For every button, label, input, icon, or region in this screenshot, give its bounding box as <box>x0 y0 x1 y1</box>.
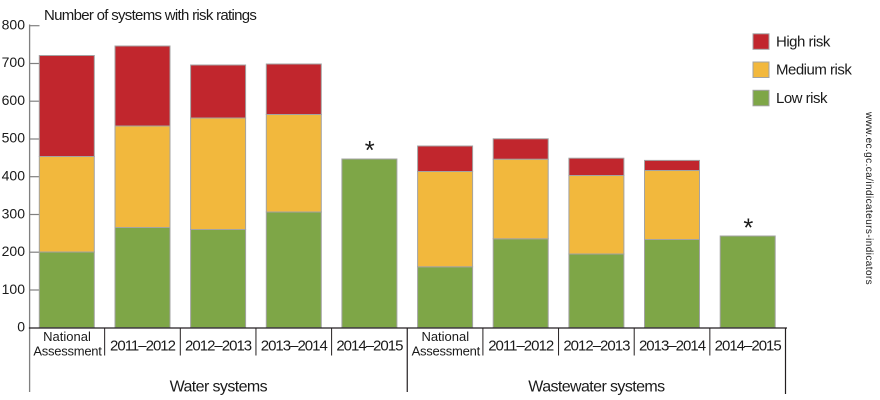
svg-text:200: 200 <box>2 243 26 259</box>
svg-text:2013–2014: 2013–2014 <box>639 338 706 355</box>
svg-text:Medium risk: Medium risk <box>776 62 852 79</box>
svg-text:Number of systems with risk ra: Number of systems with risk ratings <box>44 7 256 24</box>
svg-text:0: 0 <box>17 319 25 335</box>
svg-text:2012–2013: 2012–2013 <box>185 338 252 355</box>
svg-text:Assessment: Assessment <box>33 343 102 358</box>
svg-text:National: National <box>43 329 91 344</box>
svg-text:Wastewater systems: Wastewater systems <box>528 379 665 396</box>
svg-text:Assessment: Assessment <box>412 343 481 358</box>
svg-text:2012–2013: 2012–2013 <box>563 338 630 355</box>
svg-text:300: 300 <box>2 205 26 221</box>
svg-text:2013–2014: 2013–2014 <box>261 338 328 355</box>
svg-text:2011–2012: 2011–2012 <box>488 338 554 355</box>
svg-text:www.ec.gc.ca/indicateurs-indic: www.ec.gc.ca/indicateurs-indicators <box>863 111 874 285</box>
svg-text:400: 400 <box>2 168 26 184</box>
svg-text:2011–2012: 2011–2012 <box>110 338 176 355</box>
svg-text:Low risk: Low risk <box>776 90 828 107</box>
svg-text:500: 500 <box>2 130 26 146</box>
svg-text:High risk: High risk <box>776 34 831 51</box>
svg-text:2014–2015: 2014–2015 <box>336 338 403 355</box>
svg-text:700: 700 <box>2 54 26 70</box>
svg-text:*: * <box>743 215 753 243</box>
svg-text:*: * <box>365 137 375 165</box>
svg-text:100: 100 <box>2 281 26 297</box>
svg-text:Water systems: Water systems <box>170 379 268 396</box>
svg-text:800: 800 <box>2 16 26 32</box>
svg-text:600: 600 <box>2 92 26 108</box>
svg-text:2014–2015: 2014–2015 <box>715 338 782 355</box>
svg-text:National: National <box>421 329 469 344</box>
